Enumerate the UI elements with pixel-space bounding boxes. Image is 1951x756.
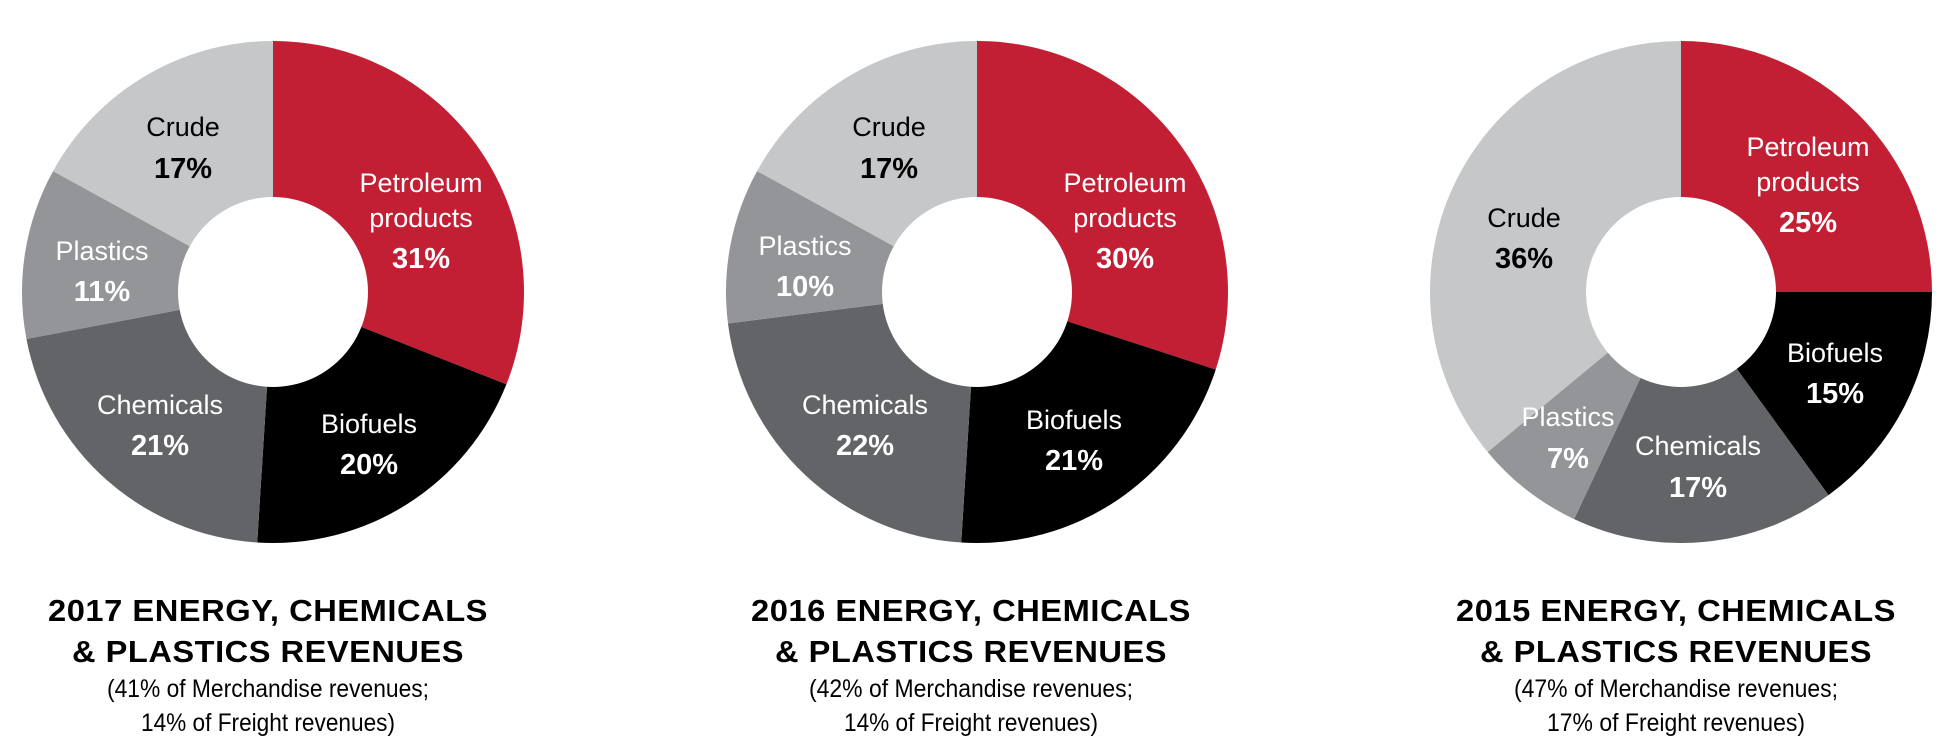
donut-chart-2016: Crude 17% Petroleum products 30% Plastic… [726,41,1229,737]
caption-subtitle-line1: (41% of Merchandise revenues; [107,675,429,703]
donut-chart-2015: Crude 36% Petroleum products 25% Biofuel… [1430,41,1932,737]
label-plastics: Plastics [1521,402,1614,432]
label-plastics: Plastics [758,231,851,261]
donut-chart-2017: Crude 17% Petroleum products 31% Plastic… [22,41,524,737]
label-biofuels: Biofuels [1787,338,1883,368]
value-biofuels: 15% [1806,378,1864,410]
slice-crude [1430,41,1681,452]
value-crude: 17% [154,153,212,185]
caption-title-line1: 2016 ENERGY, CHEMICALS [751,593,1191,628]
label-crude: Crude [1487,203,1561,233]
caption-title-line2: & PLASTICS REVENUES [775,634,1167,669]
donut-hole [1586,197,1776,387]
value-plastics: 11% [74,276,131,308]
label-crude: Crude [852,112,926,142]
label-petroleum: Petroleum [1063,168,1186,198]
value-plastics: 7% [1547,443,1589,475]
caption-subtitle-line2: 17% of Freight revenues) [1547,709,1805,737]
label-chemicals: Chemicals [97,390,223,420]
label-plastics: Plastics [55,236,148,266]
label-petroleum-line2: products [1073,203,1177,233]
caption-title-line2: & PLASTICS REVENUES [1480,634,1872,669]
label-crude: Crude [146,112,220,142]
donut-hole [882,197,1072,387]
label-petroleum-line2: products [369,203,473,233]
label-petroleum: Petroleum [1746,132,1869,162]
value-biofuels: 20% [340,449,398,481]
value-petroleum: 25% [1779,207,1837,239]
value-crude: 36% [1495,243,1553,275]
value-crude: 17% [860,153,918,185]
label-biofuels: Biofuels [1026,405,1122,435]
donut-hole [178,197,368,387]
caption-subtitle-line1: (47% of Merchandise revenues; [1514,675,1838,703]
caption-title-line2: & PLASTICS REVENUES [72,634,464,669]
label-chemicals: Chemicals [802,390,928,420]
slice-chemicals [1574,292,1829,543]
value-chemicals: 22% [836,430,894,462]
label-biofuels: Biofuels [321,409,417,439]
label-chemicals: Chemicals [1635,431,1761,461]
caption-title-line1: 2015 ENERGY, CHEMICALS [1456,593,1896,628]
value-chemicals: 17% [1669,472,1727,504]
caption-subtitle-line2: 14% of Freight revenues) [844,709,1098,737]
value-petroleum: 30% [1096,243,1154,275]
caption-subtitle-line1: (42% of Merchandise revenues; [809,675,1133,703]
label-petroleum: Petroleum [359,168,482,198]
label-petroleum-line2: products [1756,167,1860,197]
value-petroleum: 31% [392,243,450,275]
caption-subtitle-line2: 14% of Freight revenues) [141,709,395,737]
value-plastics: 10% [776,271,834,303]
value-biofuels: 21% [1045,445,1103,477]
caption-title-line1: 2017 ENERGY, CHEMICALS [48,593,488,628]
value-chemicals: 21% [131,430,189,462]
